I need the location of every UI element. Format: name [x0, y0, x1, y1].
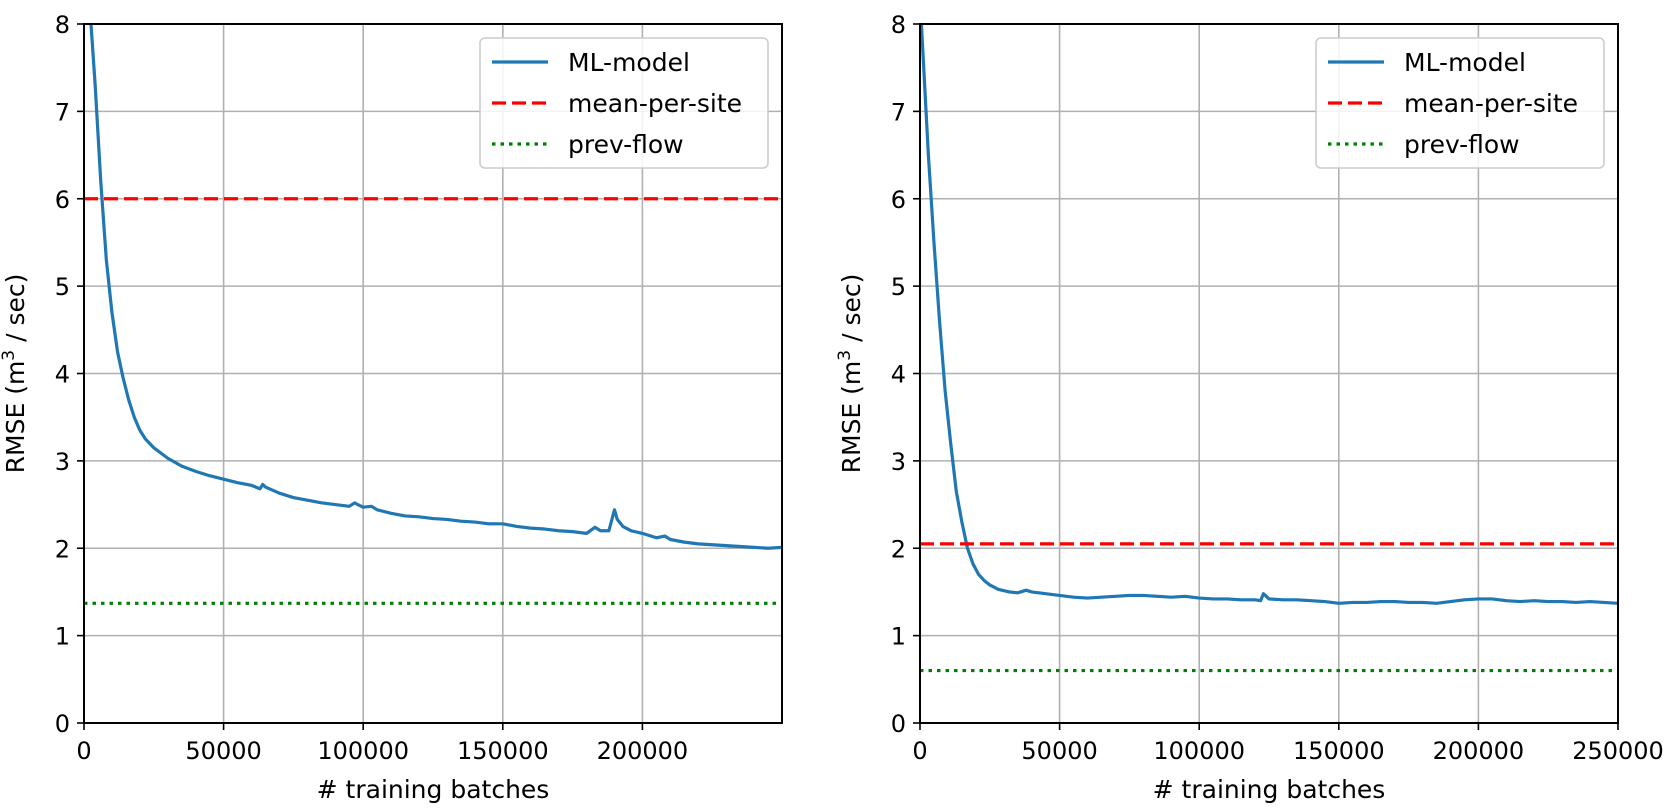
y-tick-label: 3 — [891, 448, 906, 476]
y-tick-label: 1 — [55, 623, 70, 651]
series-line-ml-model — [920, 24, 1618, 605]
y-axis-label-suffix: / sec) — [837, 274, 866, 350]
legend-label: mean-per-site — [1404, 89, 1578, 118]
y-tick-label: 7 — [55, 98, 70, 126]
y-axis-label-suffix: / sec) — [1, 274, 30, 350]
legend: ML-model mean-per-site prev-flow — [479, 37, 769, 169]
y-tick-label: 6 — [891, 186, 906, 214]
y-tick-label: 1 — [891, 623, 906, 651]
y-tick-label: 4 — [55, 361, 70, 389]
x-tick-label: 50000 — [1021, 737, 1097, 765]
y-axis-label: RMSE (m3 / sec) — [835, 274, 866, 474]
x-tick-label: 150000 — [457, 737, 549, 765]
y-tick-label: 0 — [55, 710, 70, 738]
y-axis-label-prefix: RMSE (m — [1, 361, 30, 474]
legend-label: mean-per-site — [568, 89, 742, 118]
x-tick-label: 150000 — [1293, 737, 1385, 765]
chart-panel-1: 0 50000 100000 150000 200000 0 1 2 3 4 5 6 7 8 # train… — [0, 11, 783, 804]
y-tick-label: 7 — [891, 98, 906, 126]
chart-panel-2: 0 50000 100000 150000 200000 250000 0 1 2 3 4 5 6 7 8 #… — [835, 11, 1664, 804]
y-axis-label-superscript: 3 — [0, 350, 19, 361]
legend-label: prev-flow — [568, 130, 684, 159]
y-tick-label: 6 — [55, 186, 70, 214]
legend-box — [1315, 37, 1605, 169]
legend-label: ML-model — [1404, 48, 1526, 77]
x-tick-label: 200000 — [597, 737, 689, 765]
x-tick-label: 0 — [912, 737, 927, 765]
legend-label: ML-model — [568, 48, 690, 77]
y-tick-label: 2 — [891, 535, 906, 563]
x-tick-label: 0 — [76, 737, 91, 765]
y-tick-label: 3 — [55, 448, 70, 476]
series-line-ml-model — [89, 24, 782, 550]
x-tick-label: 50000 — [185, 737, 261, 765]
x-axis-label: # training batches — [317, 775, 550, 804]
legend-label: prev-flow — [1404, 130, 1520, 159]
y-axis-label: RMSE (m3 / sec) — [0, 274, 30, 474]
x-tick-label: 200000 — [1433, 737, 1525, 765]
y-tick-label: 8 — [55, 11, 70, 39]
y-tick-label: 2 — [55, 535, 70, 563]
y-axis-label-prefix: RMSE (m — [837, 361, 866, 474]
x-tick-label: 100000 — [317, 737, 409, 765]
y-tick-label: 4 — [891, 361, 906, 389]
legend-box — [479, 37, 769, 169]
y-tick-label: 5 — [55, 273, 70, 301]
x-tick-label: 100000 — [1153, 737, 1245, 765]
y-tick-label: 0 — [891, 710, 906, 738]
y-axis-label-superscript: 3 — [835, 350, 855, 361]
x-axis-label: # training batches — [1153, 775, 1386, 804]
x-tick-label: 250000 — [1572, 737, 1664, 765]
y-tick-label: 5 — [891, 273, 906, 301]
legend: ML-model mean-per-site prev-flow — [1315, 37, 1605, 169]
y-tick-label: 8 — [891, 11, 906, 39]
